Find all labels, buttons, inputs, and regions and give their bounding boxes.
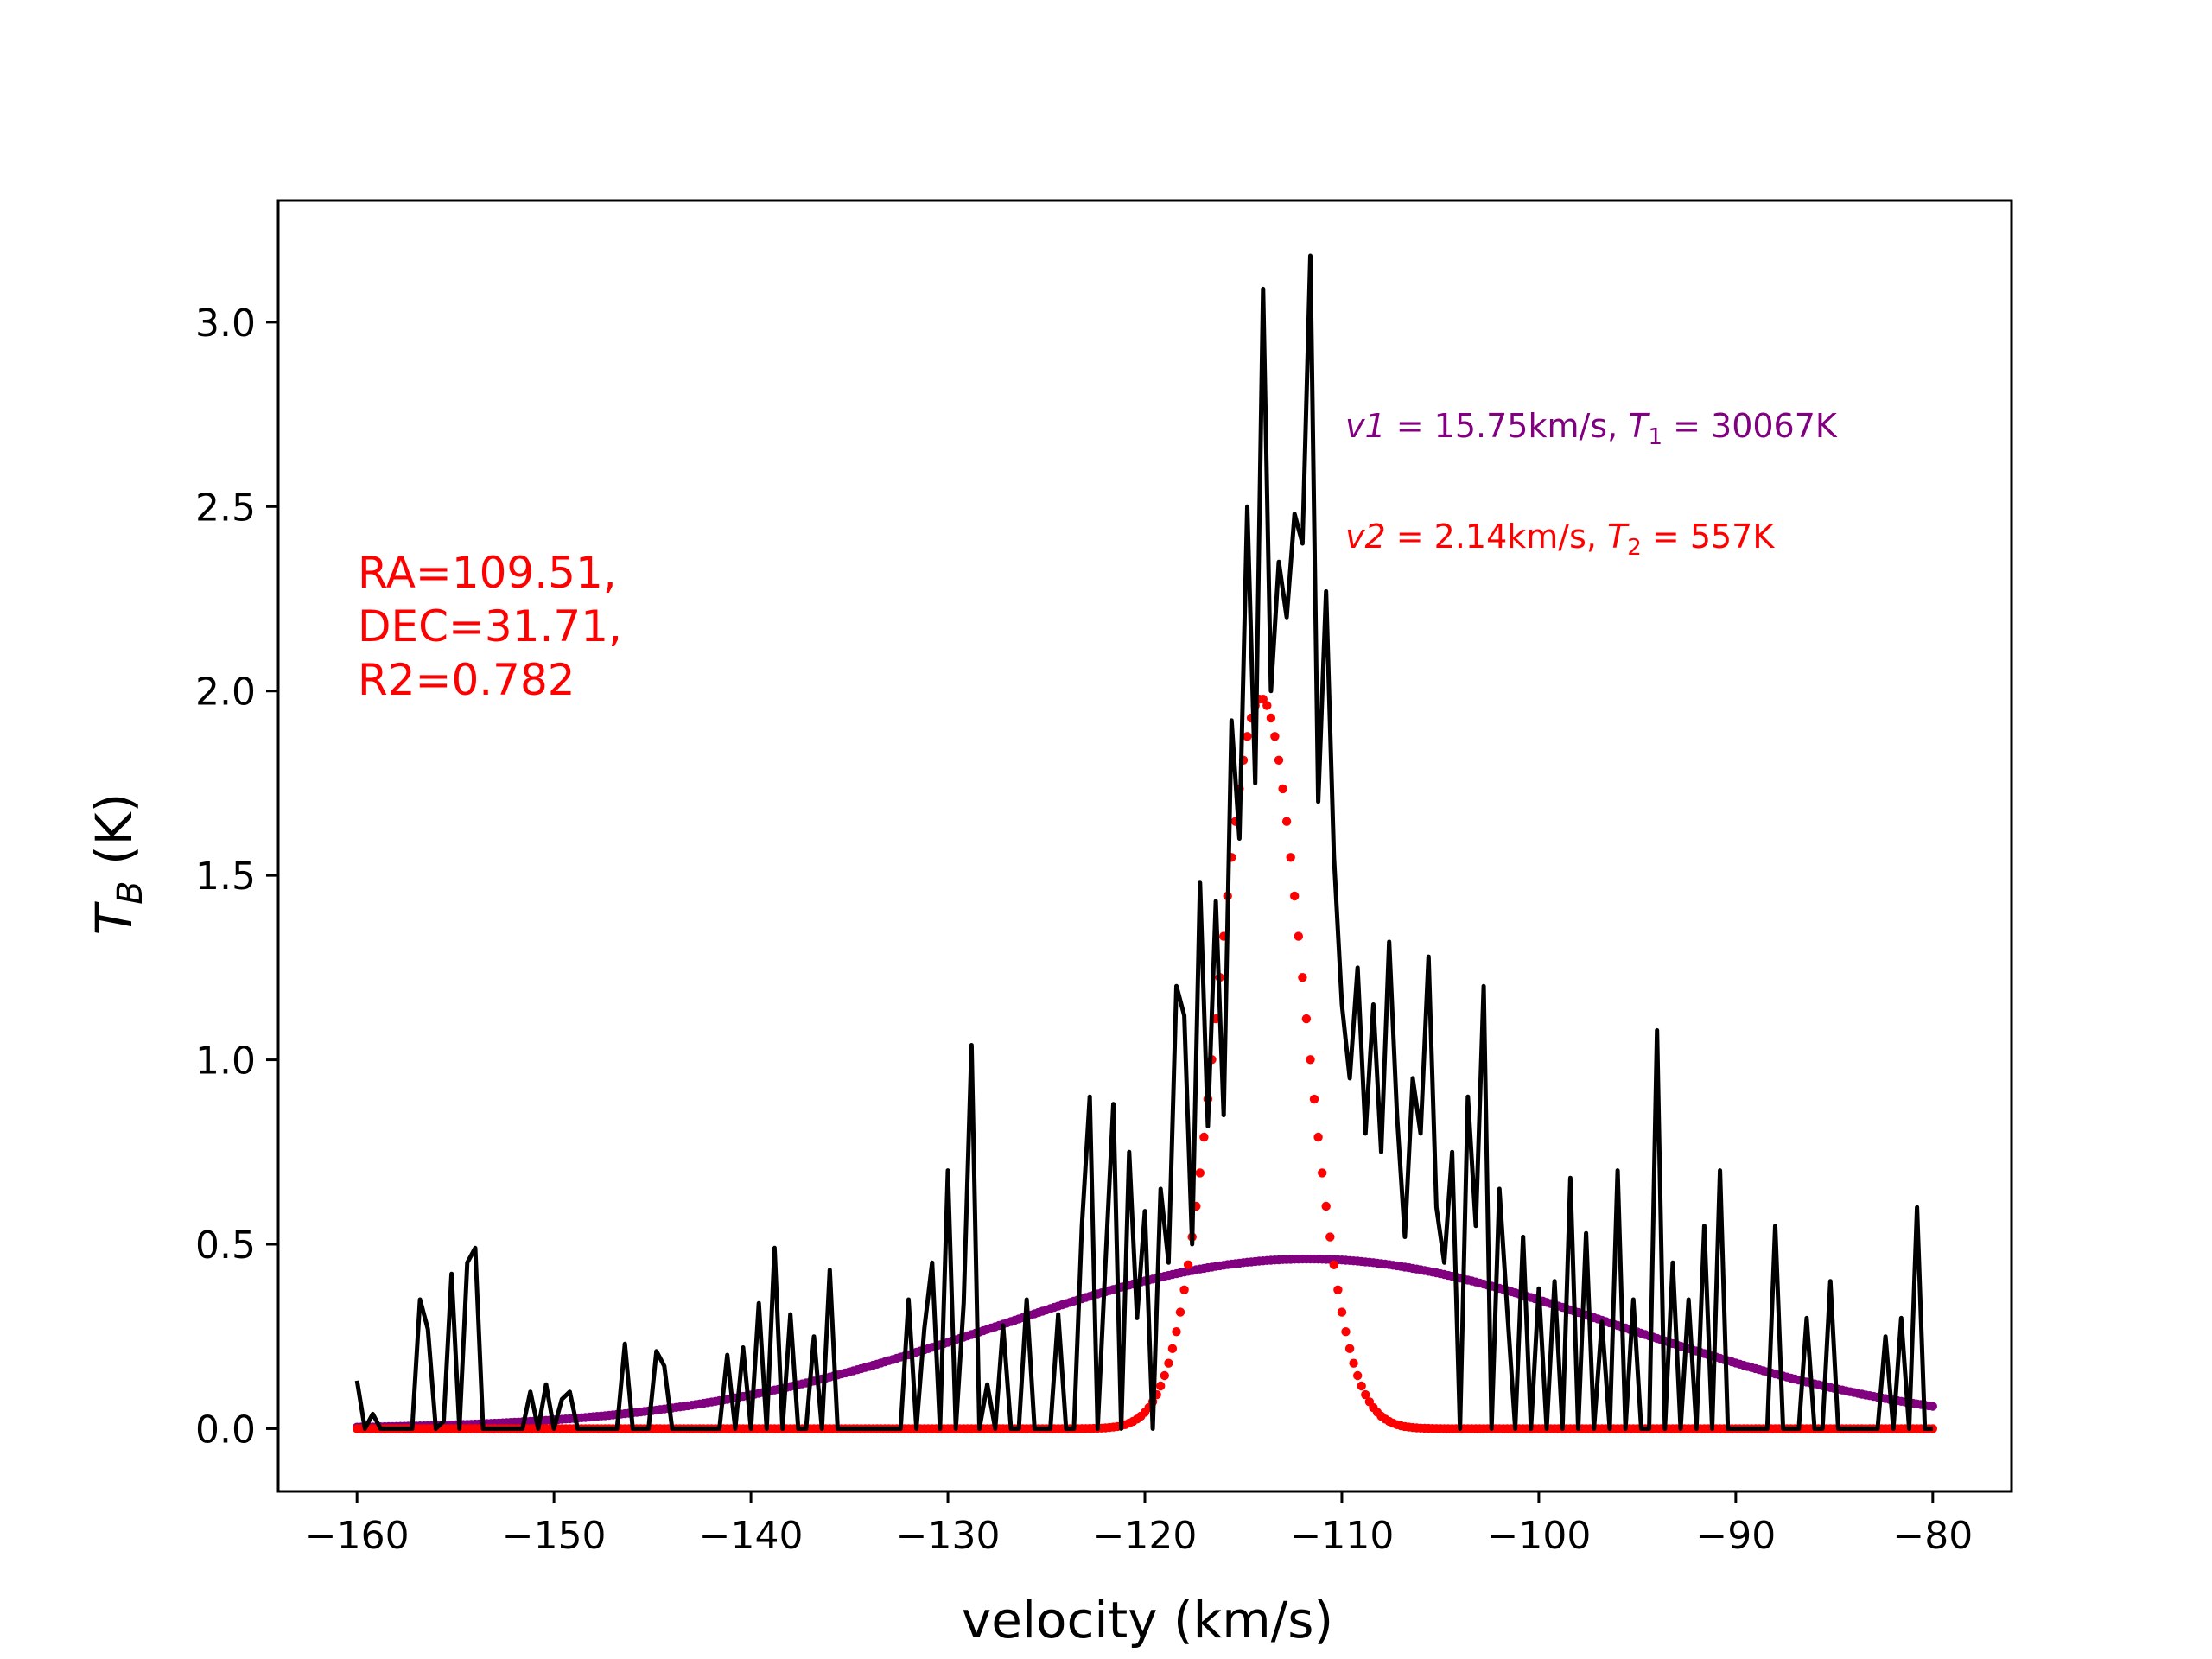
narrow_component-point <box>1306 1055 1315 1065</box>
narrow_component-point <box>1290 891 1300 901</box>
narrow_component-point <box>1270 732 1280 741</box>
y-tick-label: 1.5 <box>195 855 256 899</box>
y-tick-label: 0.5 <box>195 1224 256 1268</box>
x-tick-label: −140 <box>699 1514 804 1558</box>
fit2-t-subscript: 2 <box>1627 535 1642 561</box>
y-axis-label-subscript: B <box>111 880 150 904</box>
narrow_component-point <box>1156 1381 1166 1391</box>
x-tick-label: −100 <box>1486 1514 1591 1558</box>
coords-annotation: RA=109.51, DEC=31.71, R2=0.782 <box>358 548 622 705</box>
fit2-v-symbol: v2 <box>1345 518 1386 556</box>
x-tick-label: −80 <box>1892 1514 1973 1558</box>
fit1-width-text: = 15.75km/s, <box>1386 407 1629 445</box>
narrow_component-point <box>1318 1168 1327 1178</box>
narrow_component-point <box>1361 1389 1370 1400</box>
tick-layer: −160 −150 −140 −130 −120 −110 −100 −90 −80 0.0 0.5… <box>195 302 1973 1558</box>
fit2-width-text: = 2.14km/s, <box>1386 518 1607 556</box>
y-tick-label: 2.0 <box>195 671 256 715</box>
y-axis-label-unit: (K) <box>85 793 143 881</box>
narrow_component-point <box>1325 1232 1335 1242</box>
y-tick-label: 2.5 <box>195 486 256 530</box>
coords-dec: DEC=31.71, <box>358 601 622 652</box>
fit1-t-symbol: T <box>1628 407 1650 445</box>
fit2-temp-text: = 557K <box>1642 518 1776 556</box>
narrow_component-point <box>1172 1327 1181 1337</box>
narrow_component-point <box>1337 1307 1347 1317</box>
plot-layer <box>353 253 1937 1433</box>
x-tick-label: −130 <box>896 1514 1001 1558</box>
narrow_component-point <box>1321 1201 1331 1211</box>
x-tick-label: −110 <box>1290 1514 1395 1558</box>
narrow_component-point <box>1243 732 1252 741</box>
narrow_component-point <box>1167 1344 1178 1354</box>
wide_component-point <box>1928 1402 1937 1411</box>
narrow_component-point <box>1313 1132 1323 1142</box>
narrow_component-point <box>1195 1168 1205 1178</box>
narrow_component-point <box>1309 1094 1319 1104</box>
narrow_component-point <box>1278 784 1287 794</box>
narrow_component-point <box>1164 1358 1173 1368</box>
narrow_component-point <box>1183 1260 1193 1270</box>
fit1-temp-text: = 30067K <box>1662 407 1838 445</box>
x-tick-label: −160 <box>305 1514 410 1558</box>
fit1-t-subscript: 1 <box>1648 424 1662 450</box>
x-tick-label: −90 <box>1695 1514 1776 1558</box>
coords-r2: R2=0.782 <box>358 655 575 705</box>
narrow_component-point <box>1333 1285 1343 1295</box>
narrow_component-point <box>1349 1358 1358 1368</box>
observed-spectrum-line <box>354 253 1933 1431</box>
narrow_component-point <box>1274 755 1284 765</box>
x-tick-label: −150 <box>502 1514 607 1558</box>
narrow_component-point <box>1301 1014 1312 1024</box>
narrow_component-point <box>1179 1285 1189 1295</box>
narrow_component-point <box>1294 931 1304 941</box>
fit2-annotation: v2 = 2.14km/s, T2 = 557K <box>1345 518 1775 561</box>
x-tick-label: −120 <box>1093 1514 1198 1558</box>
narrow_component-point <box>1341 1327 1351 1337</box>
narrow_component-point <box>1353 1370 1363 1381</box>
narrow_component-point <box>1357 1381 1366 1391</box>
narrow_component-point <box>1298 973 1307 982</box>
y-tick-label: 1.0 <box>195 1039 256 1084</box>
narrow_component-point <box>1262 701 1272 710</box>
y-tick-label: 0.0 <box>195 1408 256 1452</box>
narrow_component-point <box>1175 1307 1185 1317</box>
y-axis-label-symbol: T <box>85 900 143 935</box>
narrow_component-point <box>1329 1260 1339 1270</box>
coords-ra: RA=109.51, <box>358 548 617 598</box>
narrow_component-point <box>1286 853 1295 862</box>
fit2-t-symbol: T <box>1607 518 1630 556</box>
y-axis-label: TB (K) <box>85 793 150 936</box>
narrow_component-point <box>1266 713 1276 723</box>
narrow_component-point <box>1160 1370 1170 1381</box>
narrow_component-point <box>1344 1344 1355 1354</box>
y-tick-label: 3.0 <box>195 302 256 346</box>
x-axis-label: velocity (km/s) <box>962 1591 1333 1649</box>
narrow_component-point <box>1281 817 1292 826</box>
narrow_component-point <box>1199 1132 1209 1142</box>
fit1-annotation: v1 = 15.75km/s, T1 = 30067K <box>1345 407 1838 450</box>
fit1-v-symbol: v1 <box>1345 407 1386 445</box>
